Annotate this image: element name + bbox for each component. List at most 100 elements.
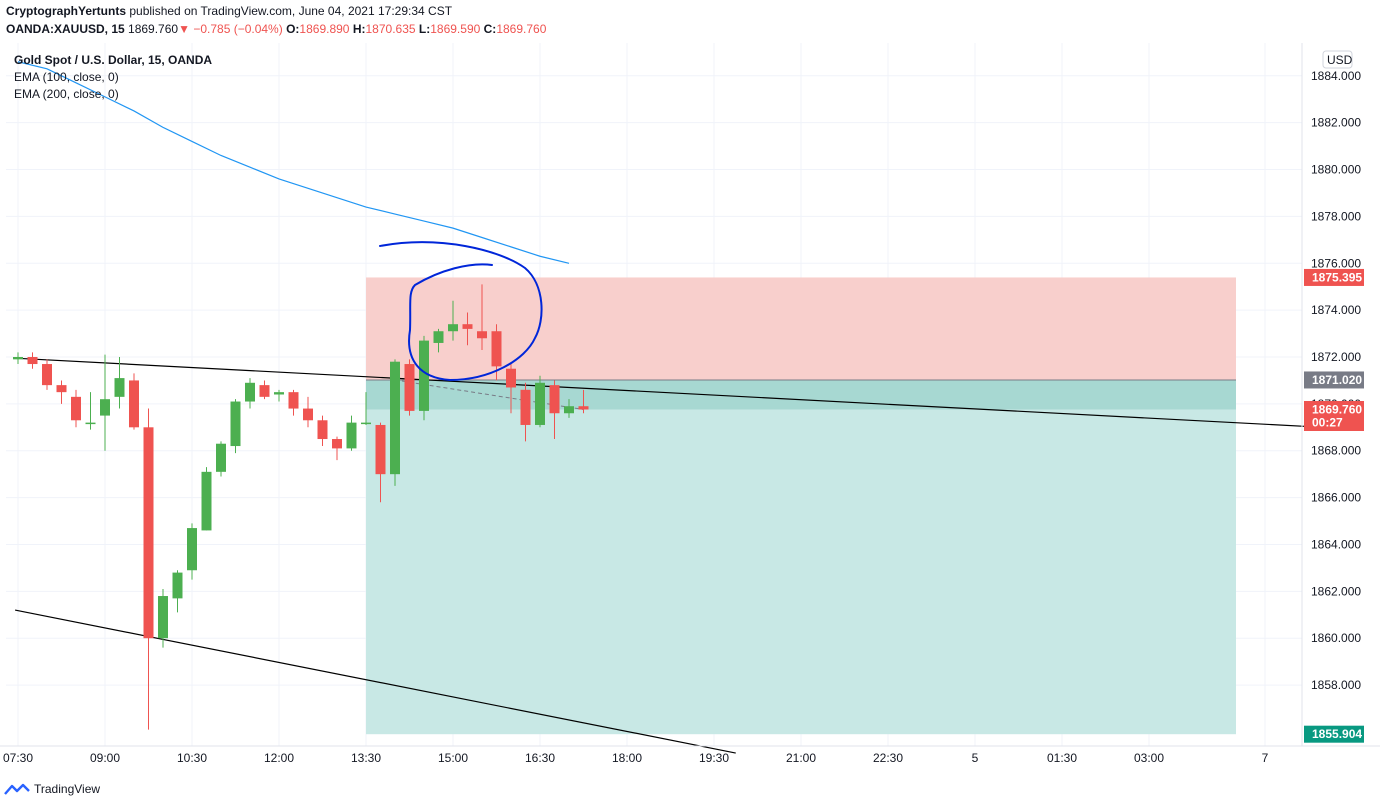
candle-body [216, 443, 226, 472]
candle [404, 359, 415, 416]
candle [259, 380, 270, 400]
hand-drawn-circle [379, 241, 543, 382]
candle [216, 441, 226, 477]
candle [245, 378, 255, 409]
candle-body [303, 408, 313, 421]
candle [201, 467, 212, 531]
stop-price-tag-bg [1304, 268, 1364, 286]
publish-header: CryptographYertunts published on Trading… [6, 4, 452, 18]
candle [187, 523, 197, 580]
candle-body [85, 422, 96, 425]
candle-body [201, 471, 212, 531]
candle [506, 364, 516, 414]
candle [230, 399, 241, 454]
candle-body [448, 324, 458, 332]
candle-body [549, 385, 560, 414]
currency-label: USD [1327, 53, 1353, 67]
candle [462, 312, 473, 346]
candle [375, 422, 386, 503]
candle-body [172, 572, 183, 599]
candle-body [491, 331, 502, 367]
candle-body [230, 401, 241, 447]
candle-body [114, 378, 125, 397]
price-tick-label: 1880.000 [1311, 163, 1361, 177]
candles [13, 284, 589, 730]
candle-body [71, 396, 81, 421]
current-price-tag-bg [1304, 400, 1364, 431]
entry-price-tag-bg [1304, 371, 1364, 389]
candle-body [462, 324, 473, 329]
candle-body [361, 422, 371, 425]
price-tick-label: 1878.000 [1311, 209, 1361, 223]
candle [317, 415, 328, 447]
last-price: 1869.760 [128, 22, 179, 36]
candle [390, 359, 400, 486]
candle-body [158, 596, 168, 639]
candle-body [564, 406, 574, 414]
price-tick-label: 1864.000 [1311, 537, 1361, 551]
candle-body [143, 427, 154, 639]
time-tick-label: 16:30 [525, 751, 555, 765]
ema-line [17, 61, 570, 264]
candle [42, 359, 52, 390]
trendline [14, 609, 736, 754]
symbol-ohlc-line: OANDA:XAUUSD, 15 1869.760▼ −0.785 (−0.04… [6, 22, 546, 36]
legend-ema100[interactable]: EMA (100, close, 0) [14, 70, 119, 84]
close-value: 1869.760 [496, 22, 547, 36]
candle-body [100, 399, 110, 416]
time-tick-label: 19:30 [699, 751, 729, 765]
candle [549, 380, 560, 440]
time-tick-label: 03:00 [1134, 751, 1164, 765]
candle-body [245, 382, 255, 402]
candle-body [535, 382, 545, 425]
candle-body [27, 357, 38, 365]
candle [71, 389, 81, 428]
candle [535, 375, 545, 428]
time-tick-label: 09:00 [90, 751, 120, 765]
time-tick-label: 21:00 [786, 751, 816, 765]
high-label: H: [352, 22, 366, 36]
candle-body [332, 439, 342, 449]
time-tick-label: 7 [1262, 751, 1269, 765]
author-name[interactable]: CryptographYertunts [6, 4, 127, 18]
footer-brand[interactable]: TradingView [4, 782, 100, 796]
price-change: −0.785 (−0.04%) [193, 22, 283, 36]
target-price-tag-text: 1855.904 [1312, 727, 1362, 741]
candle [346, 415, 357, 451]
target-price-tag-bg [1304, 725, 1364, 743]
candle-body [390, 361, 400, 475]
candle-body [129, 380, 139, 428]
time-tick-label: 13:30 [351, 751, 381, 765]
time-tick-label: 5 [972, 751, 979, 765]
candle [100, 354, 110, 451]
candle [477, 284, 487, 350]
candle [274, 389, 284, 402]
down-arrow-icon: ▼ [178, 22, 190, 36]
time-tick-label: 18:00 [612, 751, 642, 765]
candle [303, 396, 313, 428]
chart-legend: Gold Spot / U.S. Dollar, 15, OANDA EMA (… [14, 52, 212, 103]
legend-ema200[interactable]: EMA (200, close, 0) [14, 87, 119, 101]
annotations [379, 241, 543, 382]
candle [85, 392, 96, 430]
tradingview-logo-icon [4, 783, 30, 795]
price-tick-label: 1874.000 [1311, 303, 1361, 317]
candle [27, 352, 38, 369]
candle [56, 380, 67, 404]
price-tick-label: 1858.000 [1311, 678, 1361, 692]
time-tick-label: 22:30 [873, 751, 903, 765]
trendlines [14, 357, 1324, 754]
candle-body [477, 331, 487, 339]
candle [158, 588, 168, 648]
candle [433, 328, 444, 353]
price-tick-label: 1860.000 [1311, 631, 1361, 645]
open-label: O: [286, 22, 300, 36]
price-tick-label: 1872.000 [1311, 350, 1361, 364]
time-tick-label: 15:00 [438, 751, 468, 765]
price-tick-label: 1884.000 [1311, 69, 1361, 83]
candle [520, 382, 531, 442]
symbol-name: OANDA:XAUUSD, 15 [6, 22, 125, 36]
price-tick-label: 1876.000 [1311, 256, 1361, 270]
candle [13, 352, 23, 365]
